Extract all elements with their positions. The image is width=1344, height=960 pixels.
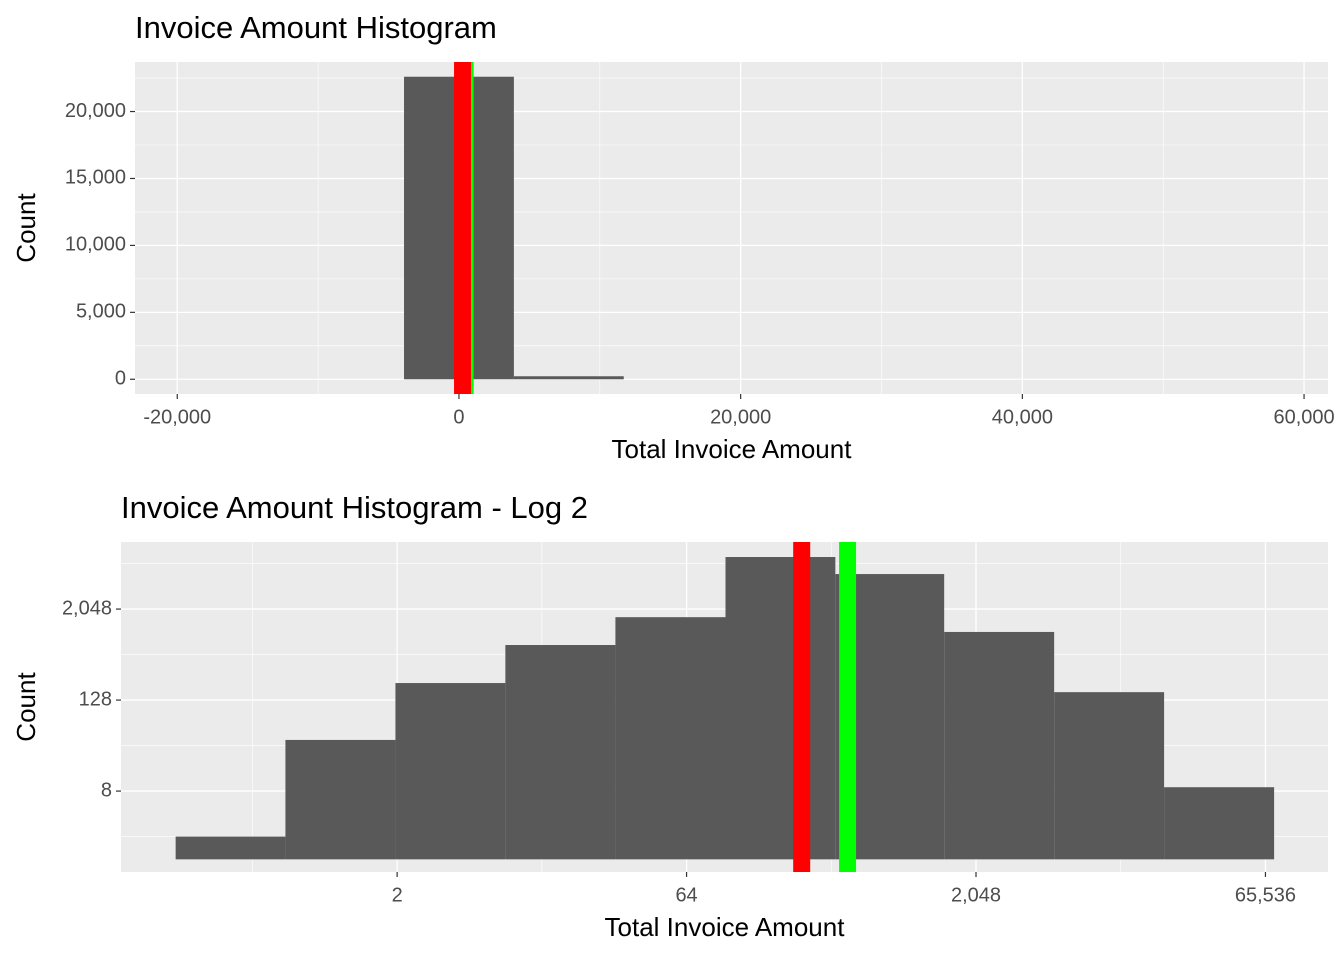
bar (1164, 787, 1275, 860)
x-tick-label: 20,000 (710, 406, 771, 428)
bar (505, 645, 616, 860)
y-axis-label: Count (11, 193, 41, 263)
y-tick-label: 15,000 (65, 167, 126, 189)
bar (513, 376, 624, 380)
bar (944, 631, 1055, 860)
y-tick-label: 8 (101, 779, 112, 801)
chart-title: Invoice Amount Histogram - Log 2 (121, 490, 588, 525)
x-tick-label: -20,000 (143, 406, 211, 428)
x-tick-label: 2 (392, 884, 403, 906)
x-tick-label: 65,536 (1235, 884, 1296, 906)
x-tick-label: 40,000 (992, 406, 1053, 428)
bar (285, 739, 396, 860)
y-tick-label: 10,000 (65, 234, 126, 256)
x-tick-label: 2,048 (951, 884, 1001, 906)
bar (725, 557, 836, 860)
x-axis-label: Total Invoice Amount (612, 434, 853, 464)
bar (175, 836, 286, 860)
chart-title: Invoice Amount Histogram (135, 10, 497, 45)
y-tick-label: 128 (79, 688, 112, 710)
y-tick-label: 2,048 (62, 597, 112, 619)
x-axis-label: Total Invoice Amount (605, 912, 846, 942)
bar (1054, 692, 1165, 860)
bar (615, 617, 726, 860)
bar (395, 683, 506, 860)
y-tick-label: 20,000 (65, 100, 126, 122)
y-axis-label: Count (11, 672, 41, 742)
y-tick-label: 0 (115, 368, 126, 390)
x-tick-label: 60,000 (1273, 406, 1334, 428)
y-tick-label: 5,000 (76, 301, 126, 323)
plot-panel (135, 62, 1328, 394)
x-tick-label: 0 (453, 406, 464, 428)
x-tick-label: 64 (675, 884, 697, 906)
